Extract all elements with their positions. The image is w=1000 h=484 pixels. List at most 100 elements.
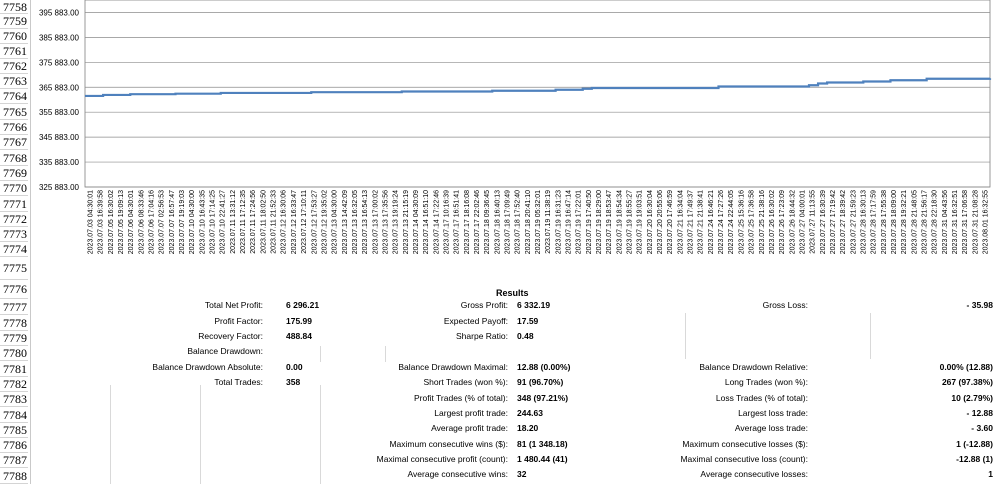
y-tick-label: 375 883.00 [39,58,80,67]
row-number: 7766 [0,120,28,135]
x-tick-label: 2023.07.27 21:59:23 [850,190,857,254]
x-tick-label: 2023.07.10 22:41:27 [220,190,227,254]
x-tick-label: 2023.07.31 04:43:56 [942,190,949,254]
cell-divider [110,385,111,484]
x-tick-label: 2023.07.12 17:53:27 [311,190,318,254]
row-number: 7759 [0,14,28,29]
x-tick-label: 2023.07.17 18:16:08 [464,190,471,254]
row-number: 7769 [0,166,28,181]
row-number: 7787 [0,453,28,468]
result-value: 0.00 [286,362,303,372]
result-label: Balance Drawdown Maximal: [398,362,508,372]
y-tick-label: 325 883.00 [39,183,80,192]
row-number: 7771 [0,196,28,212]
result-value: 81 (1 348.18) [517,439,568,449]
result-value: 488.84 [286,331,312,341]
row-number: 7786 [0,438,28,453]
result-label: Balance Drawdown Absolute: [152,362,263,372]
cell-divider [320,346,321,362]
result-label: Average loss trade: [734,423,808,433]
row-number: 7768 [0,150,28,166]
x-tick-label: 2023.07.17 10:16:39 [443,190,450,254]
x-tick-label: 2023.07.03 16:39:58 [98,190,105,254]
result-value: 175.99 [286,316,312,326]
row-number: 7770 [0,181,28,196]
result-value: 0.00% (12.88) [939,362,993,372]
x-tick-label: 2023.07.14 17:22:46 [433,190,440,254]
x-tick-label: 2023.07.20 20:55:06 [657,190,664,254]
x-tick-label: 2023.07.06 08:33:46 [138,190,145,254]
result-label: Profit Trades (% of total): [413,393,508,403]
row-number: 7777 [0,299,28,315]
row-number: 7761 [0,44,28,59]
cell-divider [685,313,686,359]
x-tick-label: 2023.07.28 19:32:21 [901,190,908,254]
cell-divider [200,385,201,484]
result-label: Loss Trades (% of total): [715,393,808,403]
balance-chart-svg: 395 883.00 385 883.00 375 883.00 365 883.00… [39,0,992,254]
row-number: 7773 [0,227,28,242]
result-value: 18.20 [517,423,539,433]
x-tick-label: 2023.07.06 17:04:16 [149,190,156,254]
x-tick-label: 2023.07.19 16:47:14 [566,190,573,254]
x-tick-label: 2023.07.19 18:53:47 [606,190,613,254]
result-value: - 12.88 [966,408,993,418]
x-tick-label: 2023.07.19 18:55:27 [627,190,634,254]
row-number: 7784 [0,407,28,423]
result-label: Average consecutive losses: [700,469,808,479]
result-value: 358 [286,377,301,387]
x-tick-label: 2023.07.19 17:22:01 [576,190,583,254]
row-number: 7781 [0,361,28,377]
result-value: - 3.60 [971,423,993,433]
x-tick-label: 2023.07.21 16:34:04 [677,190,684,254]
x-tick-label: 2023.07.07 02:56:53 [159,190,166,254]
x-tick-label: 2023.07.28 17:55:38 [881,190,888,254]
result-value: 17.59 [517,316,539,326]
x-tick-label: 2023.07.28 22:18:30 [932,190,939,254]
result-label: Recovery Factor: [198,331,263,341]
x-tick-label: 2023.07.28 21:56:17 [921,190,928,254]
cell-divider [870,313,871,359]
x-tick-label: 2023.07.17 22:02:46 [474,190,481,254]
row-number: 7774 [0,242,28,257]
x-tick-label: 2023.07.18 17:09:49 [504,190,511,254]
result-label: Total Net Profit: [204,300,263,310]
balance-chart: 395 883.00 385 883.00 375 883.00 365 883.00… [30,0,1000,276]
x-tick-label: 2023.07.27 18:39:42 [840,190,847,254]
x-tick-label: 2023.07.28 16:30:13 [860,190,867,254]
y-tick-label: 345 883.00 [39,133,80,142]
row-number: 7785 [0,423,28,438]
x-tick-label: 2023.07.19 18:54:34 [616,190,623,254]
x-tick-label: 2023.07.21 17:49:37 [688,190,695,254]
x-tick-label: 2023.07.10 04:30:00 [189,190,196,254]
cell-divider [320,385,321,484]
x-tick-label: 2023.07.11 13:31:12 [230,190,237,254]
result-label: Expected Payoff: [443,316,508,326]
x-tick-label: 2023.07.10 16:43:35 [199,190,206,254]
x-tick-label: 2023.07.07 16:57:47 [169,190,176,254]
x-tick-label: 2023.07.13 16:54:13 [362,190,369,254]
result-value: 1 (-12.88) [956,439,993,449]
result-label: Long Trades (won %): [724,377,808,387]
x-tick-label: 2023.07.14 04:30:09 [413,190,420,254]
x-tick-label: 2023.07.28 21:48:05 [911,190,918,254]
result-label: Gross Loss: [762,300,808,310]
x-tick-label: 2023.07.11 21:52:33 [271,190,278,254]
x-tick-label: 2023.07.31 21:08:28 [972,190,979,254]
row-number: 7783 [0,392,28,407]
result-label: Largest profit trade: [434,408,508,418]
x-tick-label: 2023.07.19 05:32:01 [535,190,542,254]
x-tick-label: 2023.07.19 16:31:23 [555,190,562,254]
x-tick-label: 2023.07.25 21:38:16 [759,190,766,254]
x-tick-label: 2023.07.13 04:30:00 [332,190,339,254]
x-tick-label: 2023.07.12 16:30:06 [281,190,288,254]
row-number: 7763 [0,74,28,89]
x-tick-label: 2023.07.19 18:29:00 [596,190,603,254]
x-tick-label: 2023.07.24 17:27:26 [718,190,725,254]
result-label: Maximum consecutive wins ($): [389,439,508,449]
result-value: 244.63 [517,408,543,418]
x-tick-label: 2023.07.19 11:38:19 [545,190,552,254]
result-value: - 35.98 [966,300,993,310]
result-label: Largest loss trade: [738,408,808,418]
row-number: 7760 [0,29,28,44]
